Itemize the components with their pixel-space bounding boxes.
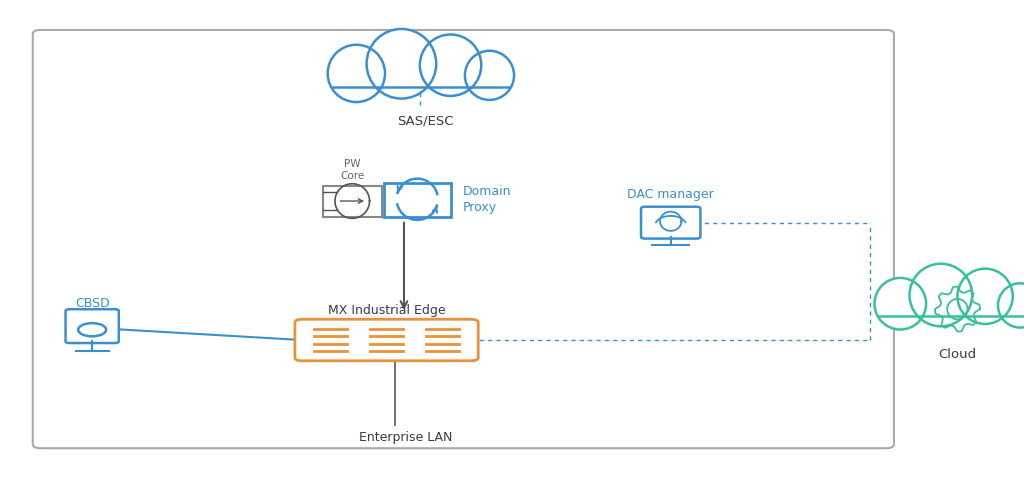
Ellipse shape xyxy=(998,284,1024,327)
Ellipse shape xyxy=(874,278,926,329)
Ellipse shape xyxy=(465,51,514,100)
Ellipse shape xyxy=(957,269,1013,324)
FancyBboxPatch shape xyxy=(66,309,119,343)
Ellipse shape xyxy=(367,29,436,99)
FancyBboxPatch shape xyxy=(333,80,510,91)
FancyBboxPatch shape xyxy=(879,310,1024,319)
Text: Enterprise LAN: Enterprise LAN xyxy=(358,431,452,444)
Ellipse shape xyxy=(328,45,385,102)
Text: SAS/ESC: SAS/ESC xyxy=(396,115,454,128)
Ellipse shape xyxy=(909,264,972,327)
FancyBboxPatch shape xyxy=(295,319,478,361)
FancyBboxPatch shape xyxy=(323,186,382,217)
Text: PW
Core: PW Core xyxy=(340,159,365,181)
FancyBboxPatch shape xyxy=(33,30,894,448)
FancyBboxPatch shape xyxy=(641,207,700,239)
FancyBboxPatch shape xyxy=(384,183,451,217)
Text: CBSD: CBSD xyxy=(75,297,110,310)
Ellipse shape xyxy=(420,34,481,96)
Text: Cloud: Cloud xyxy=(938,348,977,361)
Text: Domain
Proxy: Domain Proxy xyxy=(463,185,511,214)
Text: MX Industrial Edge: MX Industrial Edge xyxy=(328,304,445,317)
Text: DAC manager: DAC manager xyxy=(628,188,714,201)
